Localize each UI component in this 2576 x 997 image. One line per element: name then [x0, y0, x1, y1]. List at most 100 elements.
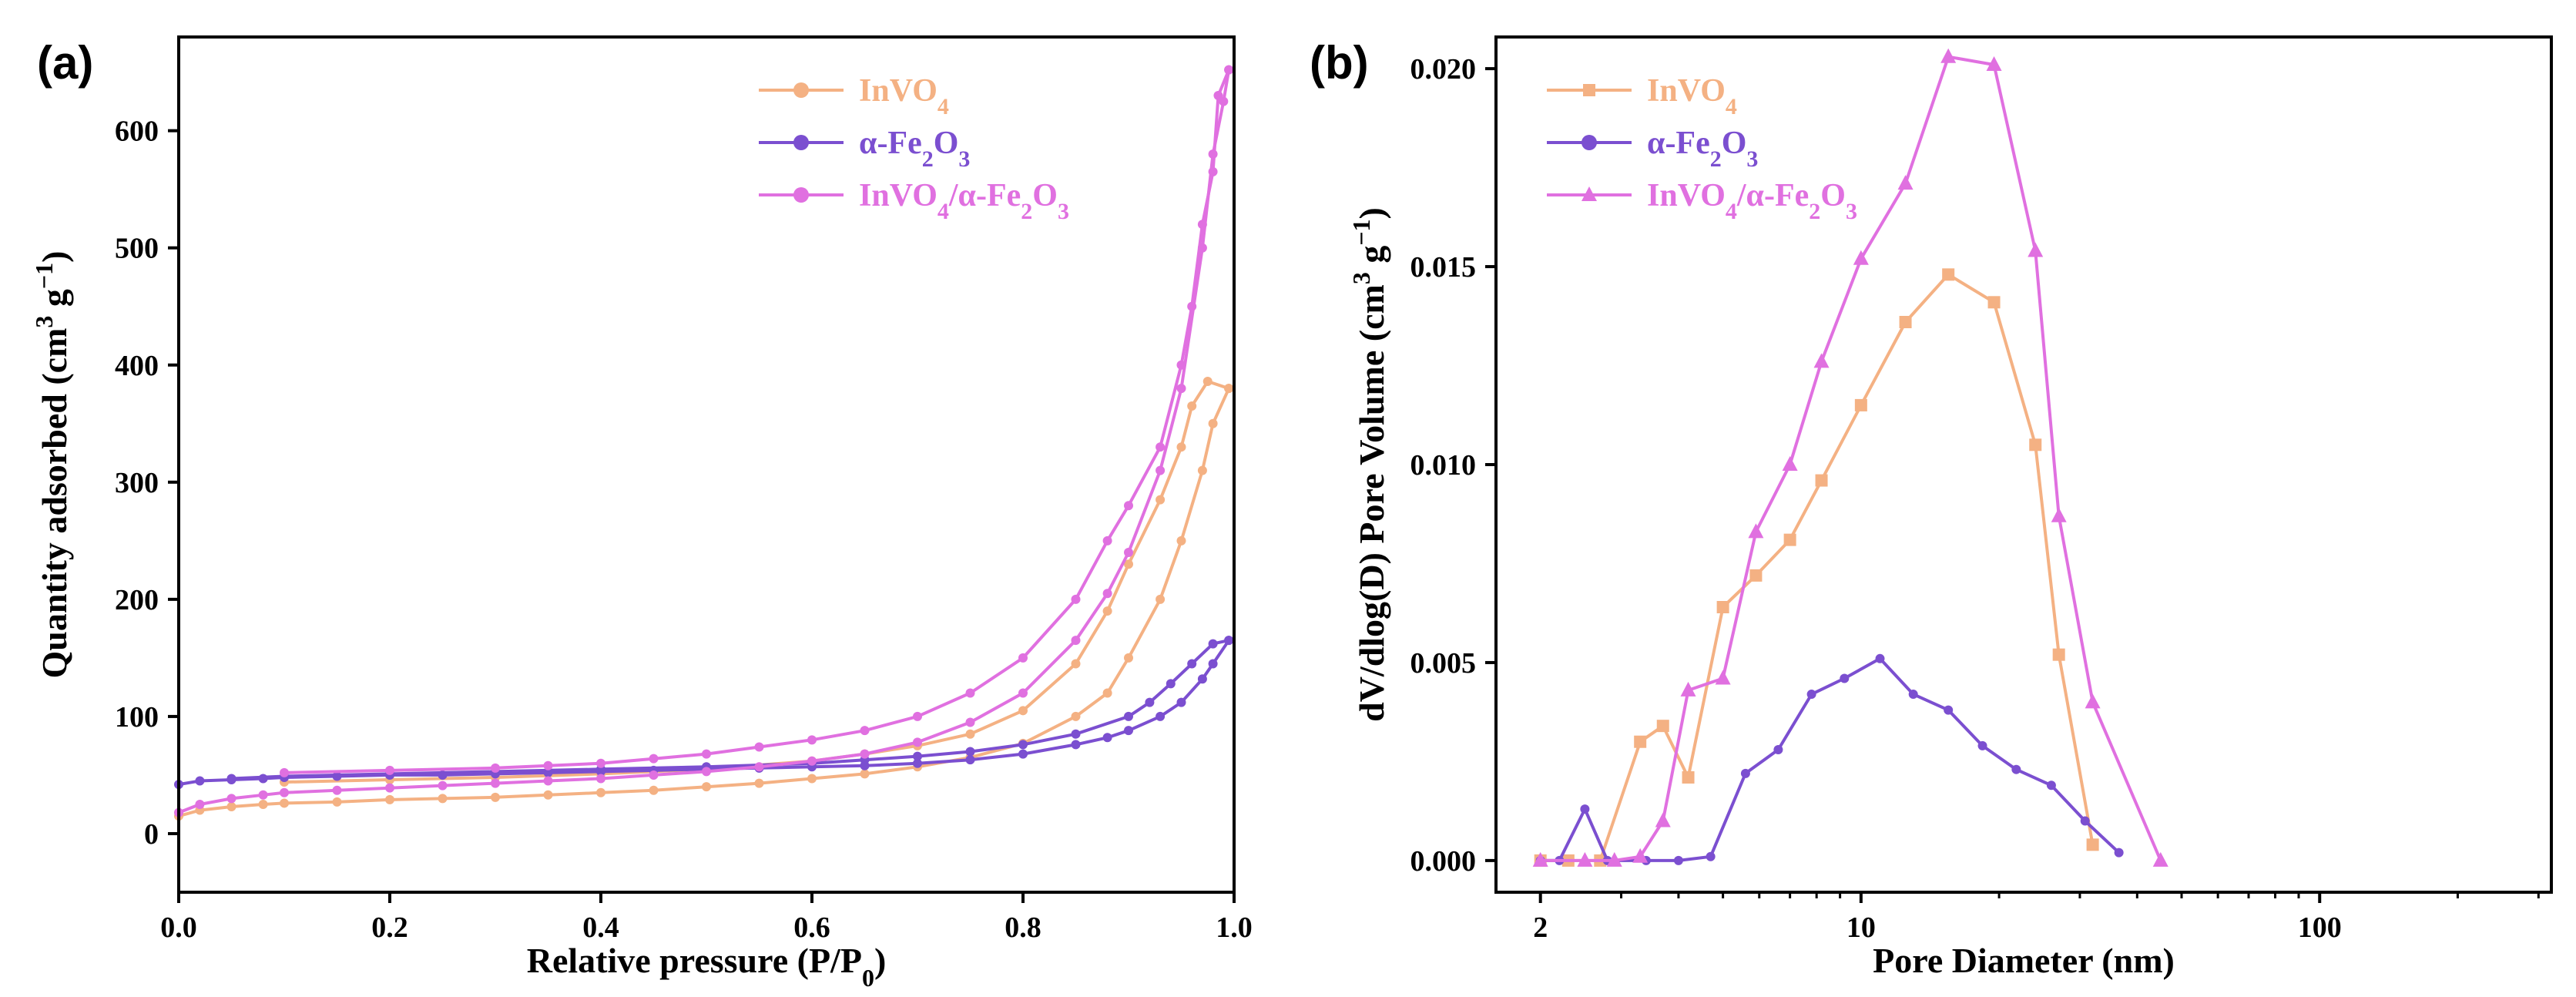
panel-a-series-0-desorption-point-7	[1071, 659, 1081, 669]
panel-a-legend-label-1: α-Fe2O3	[859, 126, 970, 172]
panel-a-series-1-desorption-point-4	[1145, 697, 1155, 707]
panel-a-series-2-desorption-point-8	[1102, 535, 1112, 545]
panel-a-series-2-desorption-point-15	[754, 742, 764, 752]
panel-b-legend-label-2: InVO4/α-Fe2O3	[1647, 178, 1857, 224]
panel-a-series-1-adsorption-point-16	[913, 758, 922, 768]
panel-a-x-tick-label-1: 0.2	[371, 911, 408, 944]
panel-b-y-axis-title: dV/dlog(D) Pore Volume (cm3 g−1)	[1347, 207, 1391, 722]
panel-a-series-1-adsorption-point-20	[1102, 733, 1112, 743]
panel-a-series-0-adsorption-point-10	[596, 787, 605, 797]
panel-a-series-2-adsorption-point-10	[596, 774, 605, 784]
panel-b-legend-marker-0	[1583, 84, 1595, 96]
panel-a-series-0-desorption-point-9	[965, 729, 975, 739]
panel-a-series-2-adsorption-point-20	[1102, 589, 1112, 599]
panel-b-series-0-point-13	[1987, 296, 2001, 309]
panel-b-series-1-point-16	[2046, 780, 2056, 791]
panel-a-series-2-adsorption-point-26	[1219, 96, 1229, 106]
panel-a-y-tick-label-3: 300	[115, 467, 159, 499]
panel-a-series-2-desorption-point-2	[1208, 166, 1218, 176]
panel-b-frame	[1494, 35, 2553, 894]
panel-a-series-2-desorption-point-22	[280, 767, 289, 777]
panel-b-series-2-point-4	[1655, 812, 1671, 827]
panel-b-label: (b)	[1310, 37, 1369, 89]
panel-b-series-1-point-9	[1806, 690, 1816, 700]
panel-a-x-tick-label-5: 1.0	[1216, 911, 1253, 944]
panel-a-series-2-adsorption-point-14	[807, 756, 817, 766]
panel-a-series-2-desorption-point-7	[1124, 501, 1133, 511]
panel-b-series-2-point-7	[1748, 523, 1764, 539]
panel-a-series-1-desorption-point-0	[1224, 636, 1234, 646]
panel-b-series-0-point-5	[1682, 770, 1695, 784]
panel-b-series-2-point-6	[1715, 670, 1731, 685]
panel-b-y-tick-label-1: 0.005	[1410, 647, 1477, 680]
panel-b-series-1-point-14	[1977, 740, 1987, 750]
panel-a-series-2-desorption-point-17	[649, 754, 659, 764]
panel-a-y-tick-label-5: 500	[115, 233, 159, 265]
panel-a-series-1-adsorption-point-1	[195, 776, 205, 786]
panel-a-series-0-adsorption-point-4	[280, 798, 289, 808]
panel-a-series-0-desorption-point-8	[1018, 706, 1028, 716]
panel-a-series-0-adsorption-point-8	[491, 792, 500, 802]
panel-a-series-1-adsorption-line	[178, 639, 1230, 787]
panel-b-series-0-point-14	[2029, 438, 2042, 452]
panel-b-legend-label-1: α-Fe2O3	[1647, 126, 1758, 172]
panel-a-series-2-adsorption-point-2	[226, 794, 236, 804]
panel-a-series-2-desorption-point-14	[807, 735, 817, 745]
panel-b-series-0-point-7	[1749, 569, 1763, 582]
panel-b-series-2-point-9	[1813, 353, 1830, 368]
panel-a-series-1-adsorption-point-25	[1208, 659, 1218, 669]
panel-b-series-1-point-2	[1580, 804, 1590, 814]
panel-b-series-2-point-11	[1897, 175, 1914, 190]
panel-a-series-2-desorption-point-5	[1176, 360, 1186, 370]
panel-a-series-2-adsorption-point-22	[1156, 465, 1166, 475]
panel-b-series-2-point-15	[2051, 507, 2067, 522]
panel-a-series-2-desorption-point-16	[702, 749, 711, 759]
panel-a-series-2-adsorption-point-23	[1176, 384, 1186, 394]
panel-b-y-tick-label-2: 0.010	[1410, 449, 1477, 482]
panel-a-series-0-desorption-point-1	[1202, 377, 1213, 387]
panel-a-series-0-adsorption-point-11	[649, 785, 659, 795]
panel-a-series-0-desorption-point-4	[1156, 495, 1166, 505]
panel-a-series-2-desorption-point-11	[965, 688, 975, 698]
panel-b-series-2-point-13	[1986, 55, 2002, 71]
panel-a-series-1-desorption-line	[231, 639, 1229, 780]
panel-a-legend-marker-0	[793, 82, 809, 98]
panel-a-series-2-desorption-line	[283, 69, 1231, 774]
panel-a-series-0-desorption-point-0	[1224, 384, 1234, 394]
panel-b-series-0-point-11	[1899, 316, 1912, 328]
panel-a-legend-label-2: InVO4/α-Fe2O3	[859, 178, 1069, 224]
panel-a-y-tick-label-2: 200	[115, 584, 159, 616]
panel-a-x-tick-label-0: 0.0	[160, 911, 197, 944]
panel-a-series-2-desorption-point-10	[1018, 653, 1028, 663]
panel-a-series-2-desorption-point-0	[1224, 65, 1234, 75]
panel-b-series-2-line	[1540, 55, 2162, 862]
panel-b-series-1-point-17	[2080, 816, 2090, 826]
panel-a-series-0-adsorption-point-13	[754, 778, 764, 788]
panel-a-series-0-adsorption-point-24	[1197, 465, 1207, 475]
panel-a-series-0-adsorption-point-20	[1102, 688, 1112, 698]
panel-a-series-0-adsorption-point-14	[807, 774, 817, 784]
panel-a-series-2-adsorption-point-16	[913, 737, 922, 747]
panel-a-legend-label-0: InVO4	[859, 73, 949, 119]
panel-a-series-1-adsorption-point-21	[1124, 726, 1133, 736]
panel-a-series-1-desorption-point-1	[1208, 639, 1218, 649]
panel-a-series-0-desorption-point-2	[1187, 401, 1197, 411]
panel-b-series-2-point-5	[1680, 681, 1696, 697]
panel-a-series-2-adsorption-point-15	[860, 749, 870, 759]
panel-b-y-tick-label-3: 0.015	[1410, 251, 1477, 284]
panel-a-series-1-desorption-point-5	[1124, 711, 1133, 721]
panel-a-series-1-adsorption-point-18	[1018, 749, 1028, 759]
panel-a-series-0-adsorption-point-25	[1208, 418, 1218, 428]
panel-a-series-0-desorption-line	[283, 380, 1229, 784]
panel-a-series-2-adsorption-line	[178, 69, 1231, 814]
panel-a-series-1-adsorption-point-22	[1156, 711, 1166, 721]
panel-b-legend: InVO4 α-Fe2O3 InVO4/α-Fe2O3	[1547, 73, 1857, 224]
panel-a-series-2-adsorption-point-6	[385, 783, 394, 793]
panel-b-series-2-point-0	[1532, 851, 1548, 867]
panel-a-series-0-adsorption-point-5	[332, 797, 342, 807]
panel-a-y-tick-label-1: 100	[115, 701, 159, 733]
panel-a-series-0-adsorption-point-3	[258, 799, 268, 809]
panel-b-series-0-line	[1540, 273, 2095, 862]
panel-a-series-1-desorption-point-17	[226, 774, 236, 784]
panel-b-series-2-point-10	[1853, 250, 1869, 265]
